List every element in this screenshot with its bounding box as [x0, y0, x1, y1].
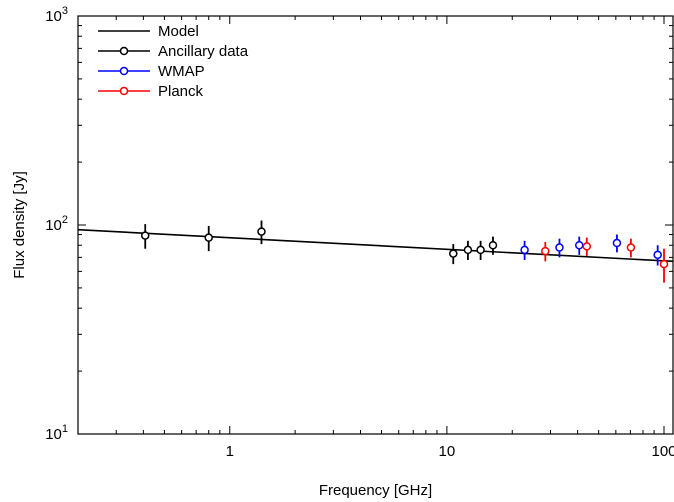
ancillary-data-point — [463, 245, 473, 255]
wmap-point — [612, 238, 622, 248]
ancillary-data-point — [476, 245, 485, 255]
ancillary-data-point — [449, 249, 458, 258]
planck-point — [659, 259, 669, 269]
wmap-point — [574, 241, 584, 250]
wmap-point — [555, 243, 564, 252]
ancillary-data-point — [257, 227, 266, 236]
x-tick-label: 1 — [226, 443, 234, 460]
legend-label-model: Model — [158, 23, 199, 40]
planck-point — [582, 242, 592, 251]
legend-label-ancillary-data: Ancillary data — [158, 43, 249, 60]
legend-label-planck: Planck — [158, 83, 204, 100]
x-tick-label: 100 — [651, 443, 674, 460]
ancillary-data-point — [488, 241, 498, 250]
wmap-point — [653, 250, 662, 260]
planck-point — [626, 243, 636, 252]
planck-point — [541, 246, 550, 256]
wmap-point — [520, 245, 529, 255]
x-axis-label: Frequency [GHz] — [319, 482, 432, 499]
model-line — [77, 228, 674, 263]
legend-marker-wmap — [119, 66, 129, 76]
y-tick-label: 101 — [45, 423, 68, 443]
legend-label-wmap: WMAP — [158, 63, 205, 80]
ancillary-data-point — [204, 233, 213, 242]
y-tick-label: 102 — [45, 214, 68, 234]
y-tick-label: 103 — [45, 5, 68, 25]
legend-marker-planck — [119, 86, 129, 96]
legend-marker-ancillary-data — [119, 46, 129, 56]
ancillary-data-point — [140, 231, 150, 240]
legend: Model Ancillary data WMAP Planck — [98, 23, 249, 100]
y-axis-label: Flux density [Jy] — [11, 171, 28, 279]
x-tick-label: 10 — [439, 443, 456, 460]
